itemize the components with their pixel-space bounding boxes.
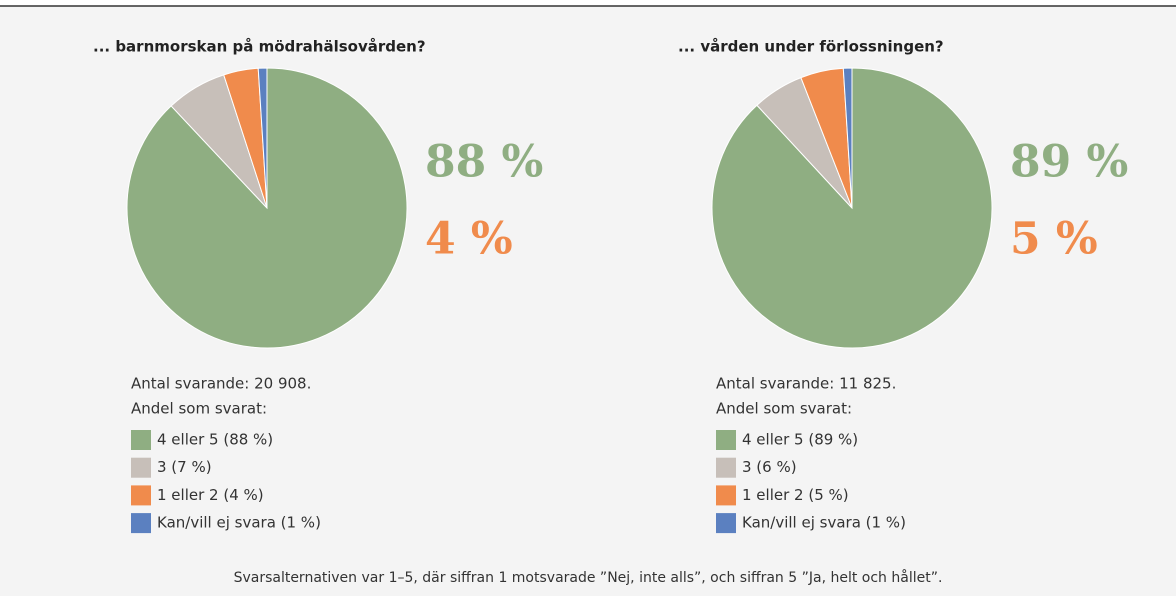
legend-title: Andel som svarat:	[131, 400, 267, 418]
respondents: Antal svarande: 20 908.	[131, 375, 311, 393]
legend-label: 4 eller 5 (89 %)	[742, 431, 858, 449]
legend-swatch	[716, 485, 736, 506]
pie-slice	[842, 67, 853, 209]
big-number: 88 %	[425, 137, 543, 188]
legend-swatch	[716, 513, 736, 534]
big-number: 5 %	[1010, 214, 1098, 265]
respondents: Antal svarande: 11 825.	[716, 375, 896, 393]
footnote: Svarsalternativen var 1–5, där siffran 1…	[234, 569, 943, 586]
pie-title: ... vården under förlossningen?	[678, 38, 944, 56]
pie-title: ... barnmorskan på mödrahälsovården?	[93, 38, 426, 56]
legend-label: 1 eller 2 (4 %)	[157, 486, 264, 504]
big-number: 4 %	[425, 214, 513, 265]
legend-swatch	[131, 485, 151, 506]
legend-label: 4 eller 5 (88 %)	[157, 431, 273, 449]
legend-label: 3 (7 %)	[157, 458, 212, 476]
legend-label: 1 eller 2 (5 %)	[742, 486, 849, 504]
big-number: 89 %	[1010, 137, 1128, 188]
pie-slice	[257, 67, 268, 209]
legend-swatch	[131, 457, 151, 478]
legend-title: Andel som svarat:	[716, 400, 852, 418]
legend-label: Kan/vill ej svara (1 %)	[742, 514, 906, 532]
legend-label: Kan/vill ej svara (1 %)	[157, 514, 321, 532]
legend-swatch	[716, 457, 736, 478]
legend-swatch	[716, 430, 736, 450]
legend-swatch	[131, 513, 151, 534]
legend-label: 3 (6 %)	[742, 458, 797, 476]
legend-swatch	[131, 430, 151, 450]
